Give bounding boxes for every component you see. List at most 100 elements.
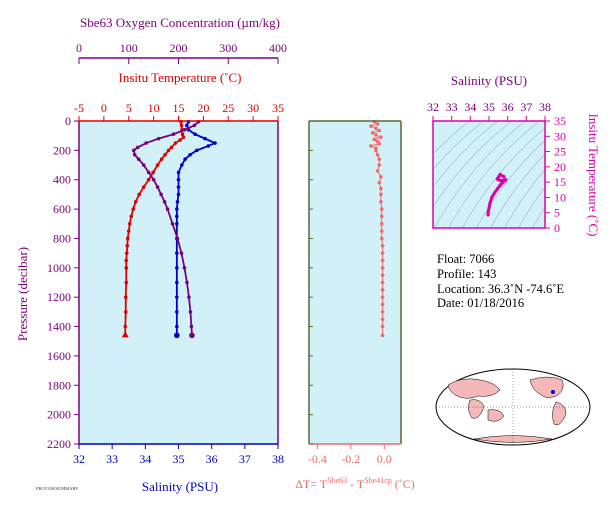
temperature-point: [124, 258, 129, 263]
delta-t-point: [379, 135, 383, 139]
location-text: Location: 36.3˚N -74.6˚E: [437, 282, 564, 296]
theta-s-salinity-tick-label: 35: [483, 100, 495, 114]
oxygen-point: [188, 310, 193, 314]
temperature-tick-label: 35: [272, 101, 284, 115]
salinity-tick-label: 33: [106, 452, 118, 466]
delta-t-point: [379, 221, 384, 226]
salinity-point: [175, 310, 179, 314]
temperature-end-marker: [121, 331, 129, 338]
density-contour: [532, 206, 545, 228]
temperature-point: [151, 170, 155, 175]
delta-t-point: [372, 137, 377, 142]
theta-s-temperature-tick-label: 35: [554, 114, 566, 128]
temperature-tick-label: -5: [74, 101, 84, 115]
delta-t-point: [380, 310, 385, 314]
delta-t-point: [369, 144, 373, 148]
delta-t-title-sup2: Sbe41cp: [364, 476, 392, 485]
theta-s-salinity-tick-label: 32: [427, 100, 439, 114]
theta-s-point: [493, 191, 497, 195]
temperature-point: [124, 251, 129, 255]
temperature-point: [178, 138, 182, 142]
temperature-axis-title: Insitu Temperature (˚C): [118, 70, 241, 85]
temperature-point: [123, 324, 128, 329]
salinity-point: [175, 207, 179, 211]
delta-t-point: [379, 214, 384, 219]
profile-panel: 0200400600800100012001400160018002000220…: [47, 41, 287, 466]
landmass-africa: [468, 399, 485, 419]
float-location-marker: [551, 390, 555, 394]
delta-t-point: [380, 333, 385, 338]
temperature-point: [123, 295, 128, 299]
theta-s-salinity-tick-label: 34: [464, 100, 476, 114]
pressure-tick-label: 1400: [47, 320, 71, 334]
oxygen-tick-label: 100: [120, 41, 138, 55]
temperature-point: [155, 163, 160, 167]
delta-t-point: [380, 266, 385, 270]
oxygen-point: [189, 324, 194, 329]
salinity-tick-label: 32: [73, 452, 85, 466]
salinity-tick-label: 36: [206, 452, 218, 466]
delta-t-point: [380, 273, 385, 277]
density-contour: [433, 121, 513, 208]
oxygen-tick-label: 300: [219, 41, 237, 55]
oxygen-point: [175, 236, 180, 241]
delta-t-panel: -0.4 -0.2 0.0: [308, 119, 402, 466]
temperature-point: [159, 157, 164, 161]
delta-t-point: [377, 128, 382, 133]
oxygen-point: [170, 221, 175, 226]
temperature-point: [179, 123, 184, 128]
delta-t-tick-label: -0.2: [341, 452, 360, 466]
pressure-tick-label: 600: [53, 202, 71, 216]
delta-t-panel-bg: [309, 121, 401, 444]
oxygen-point: [159, 192, 163, 197]
oxygen-tick-label: 400: [269, 41, 287, 55]
temperature-point: [181, 135, 186, 139]
pressure-axis-title: Pressure (decibar): [15, 247, 30, 341]
delta-t-marks: [369, 119, 385, 338]
theta-s-temperature-tick-label: 5: [554, 206, 560, 220]
oxygen-point: [182, 266, 187, 270]
pressure-tick-label: 1800: [47, 378, 71, 392]
salinity-point: [213, 141, 217, 145]
float-number: Float: 7066: [437, 252, 494, 266]
footer-small-text: PROVOR/SUMMARY: [36, 486, 79, 491]
delta-t-point: [380, 295, 385, 299]
density-contour: [433, 121, 471, 155]
temperature-point: [166, 148, 171, 153]
salinity-point: [175, 266, 179, 270]
oxygen-end-marker: [189, 332, 195, 339]
salinity-point: [183, 157, 187, 161]
temperature-point: [129, 214, 134, 219]
oxygen-point: [144, 141, 148, 145]
theta-s-temperature-title: Insitu Temperature (˚C): [586, 113, 601, 236]
theta-s-temperature-tick-label: 15: [554, 175, 566, 189]
temperature-tick-label: 25: [222, 101, 234, 115]
landmass-australia: [487, 409, 505, 422]
oxygen-point: [185, 280, 189, 285]
delta-t-tick-label: -0.4: [308, 452, 327, 466]
delta-t-point: [379, 174, 383, 179]
theta-s-point: [486, 211, 490, 215]
density-contour: [541, 111, 616, 238]
pressure-tick-label: 2000: [47, 408, 71, 422]
salinity-tick-label: 38: [272, 452, 284, 466]
delta-t-title-suffix: (˚C): [392, 477, 415, 491]
theta-s-salinity-tick-label: 38: [539, 100, 551, 114]
temperature-point: [124, 280, 129, 285]
theta-s-point: [498, 179, 502, 183]
density-contour: [433, 121, 485, 171]
density-contour: [448, 121, 541, 228]
salinity-point: [180, 163, 184, 167]
delta-t-point: [369, 124, 373, 128]
oxygen-axis-title: Sbe63 Oxygen Concentration (µm/kg): [80, 15, 280, 30]
salinity-point: [188, 152, 192, 157]
delta-t-tick-label: 0.0: [377, 452, 392, 466]
pressure-tick-label: 1600: [47, 349, 71, 363]
theta-s-point: [495, 187, 499, 191]
pressure-tick-label: 0: [65, 114, 71, 128]
delta-t-point: [379, 236, 384, 241]
density-contour: [476, 139, 545, 228]
oxygen-tick-label: 200: [170, 41, 188, 55]
